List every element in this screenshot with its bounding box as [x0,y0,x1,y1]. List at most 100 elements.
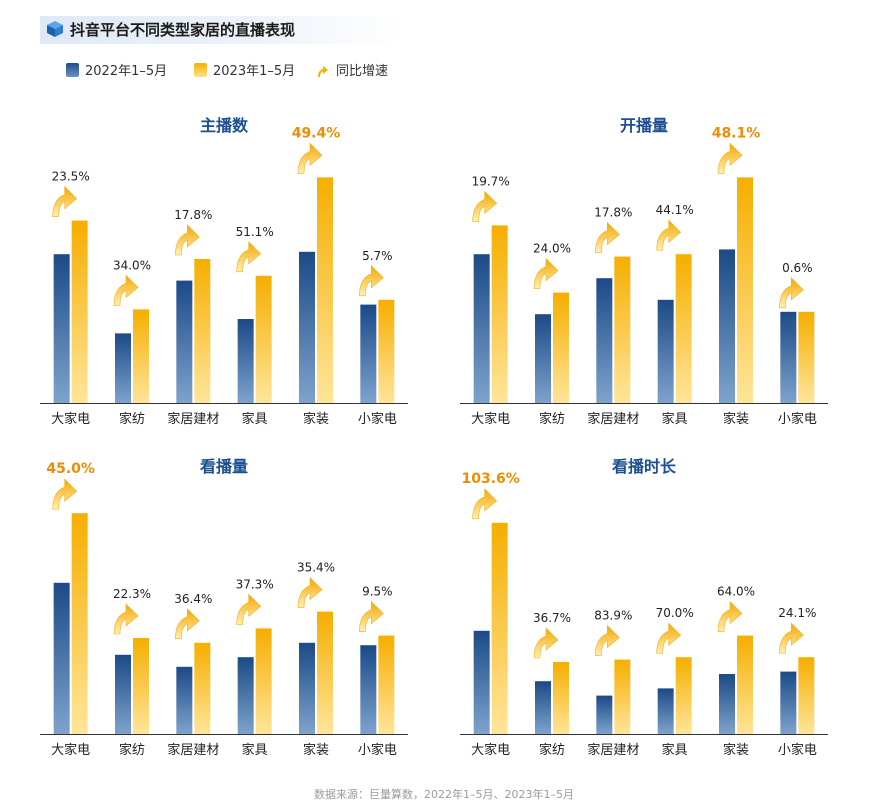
growth-arrow-icon [595,624,620,656]
bar-2022 [719,249,735,403]
growth-label: 45.0% [46,461,95,477]
growth-arrow-icon [359,600,384,632]
growth-label: 19.7% [472,174,510,188]
bar-2022 [53,254,70,403]
bar-2023 [194,259,211,403]
legend-label-2023: 2023年1–5月 [213,64,296,79]
bar-2022 [780,671,797,734]
growth-label: 17.8% [594,206,632,220]
growth-label: 70.0% [656,606,694,620]
growth-label: 64.0% [717,585,755,599]
growth-label: 49.4% [292,125,341,141]
category-label: 大家电 [51,411,90,427]
bar-2022 [719,674,735,734]
bar-2023 [491,225,508,403]
category-label: 家居建材 [587,742,639,758]
page-title: 抖音平台不同类型家居的直播表现 [70,21,296,39]
category-label: 家纺 [119,411,145,427]
growth-arrow-icon [717,142,743,174]
bar-2022 [53,582,70,734]
category-label: 家具 [662,411,688,427]
category-label: 大家电 [51,742,90,758]
growth-label: 22.3% [113,587,151,601]
growth-label: 17.8% [174,208,212,222]
growth-arrow-icon [717,600,743,632]
growth-label: 0.6% [782,261,813,275]
bar-2022 [115,654,131,734]
chart-title: 主播数 [200,116,249,135]
bar-2022 [657,688,674,734]
bar-2023 [491,522,508,734]
bar-2023 [71,513,88,734]
category-label: 家纺 [539,411,565,427]
bar-2022 [237,657,254,734]
bar-2022 [115,333,131,403]
growth-label: 24.1% [778,606,816,620]
growth-label: 51.1% [236,225,274,239]
growth-arrow-icon [779,622,804,654]
bar-2023 [614,256,631,403]
legend-swatch-2023 [194,63,207,77]
growth-arrow-icon [533,257,559,289]
growth-label: 44.1% [656,203,694,217]
growth-arrow-icon [52,478,78,510]
growth-arrow-icon [297,142,323,174]
legend-swatch-2022 [66,63,79,77]
growth-arrow-icon [472,190,498,222]
growth-arrow-icon [779,277,804,309]
growth-arrow-icon [175,608,200,640]
category-label: 家居建材 [587,411,639,427]
legend-item-2023: 2023年1–5月 [194,60,295,79]
chart-title: 看播量 [199,457,248,476]
bar-2023 [675,254,692,403]
growth-arrow-icon [52,185,78,217]
category-label: 家居建材 [167,411,219,427]
chart-title: 看播时长 [611,457,677,476]
bar-2023 [378,635,395,734]
growth-arrow-icon [113,274,139,306]
growth-label: 35.4% [297,561,335,575]
bar-2023 [194,642,211,734]
category-label: 家装 [723,411,749,427]
category-label: 家具 [662,742,688,758]
growth-label: 34.0% [113,258,151,272]
growth-label: 83.9% [594,609,632,623]
bar-2023 [71,220,88,403]
bar-2023 [133,309,149,403]
category-label: 小家电 [358,742,397,758]
growth-arrow-icon [656,219,682,251]
bar-2023 [737,635,753,734]
bar-2022 [299,251,315,403]
category-label: 家装 [723,742,749,758]
growth-label: 5.7% [362,249,393,263]
growth-arrow-icon [472,488,498,520]
bar-2023 [317,177,333,403]
bar-2022 [299,642,315,734]
category-label: 家居建材 [167,742,219,758]
bar-2023 [378,299,395,403]
bar-2022 [535,681,551,734]
bar-2023 [737,177,753,403]
title-banner [40,16,400,44]
bar-2023 [614,659,631,734]
bar-2022 [596,695,613,734]
growth-arrow-icon [113,603,139,635]
bar-2023 [317,611,333,734]
bar-2023 [255,628,272,734]
bar-2022 [596,278,613,403]
bar-2022 [176,666,193,734]
growth-arrow-icon [236,241,262,273]
bar-2022 [657,299,674,403]
bar-2023 [798,657,815,734]
bar-2023 [133,638,149,734]
legend-item-growth: 同比增速 [316,60,388,79]
category-label: 大家电 [471,742,510,758]
category-label: 家装 [303,411,329,427]
growth-label: 36.7% [533,611,571,625]
growth-label: 36.4% [174,592,212,606]
category-label: 小家电 [778,742,817,758]
bar-2022 [535,314,551,403]
category-label: 家具 [242,742,268,758]
bar-2023 [553,662,569,734]
chart-title: 开播量 [620,116,668,135]
